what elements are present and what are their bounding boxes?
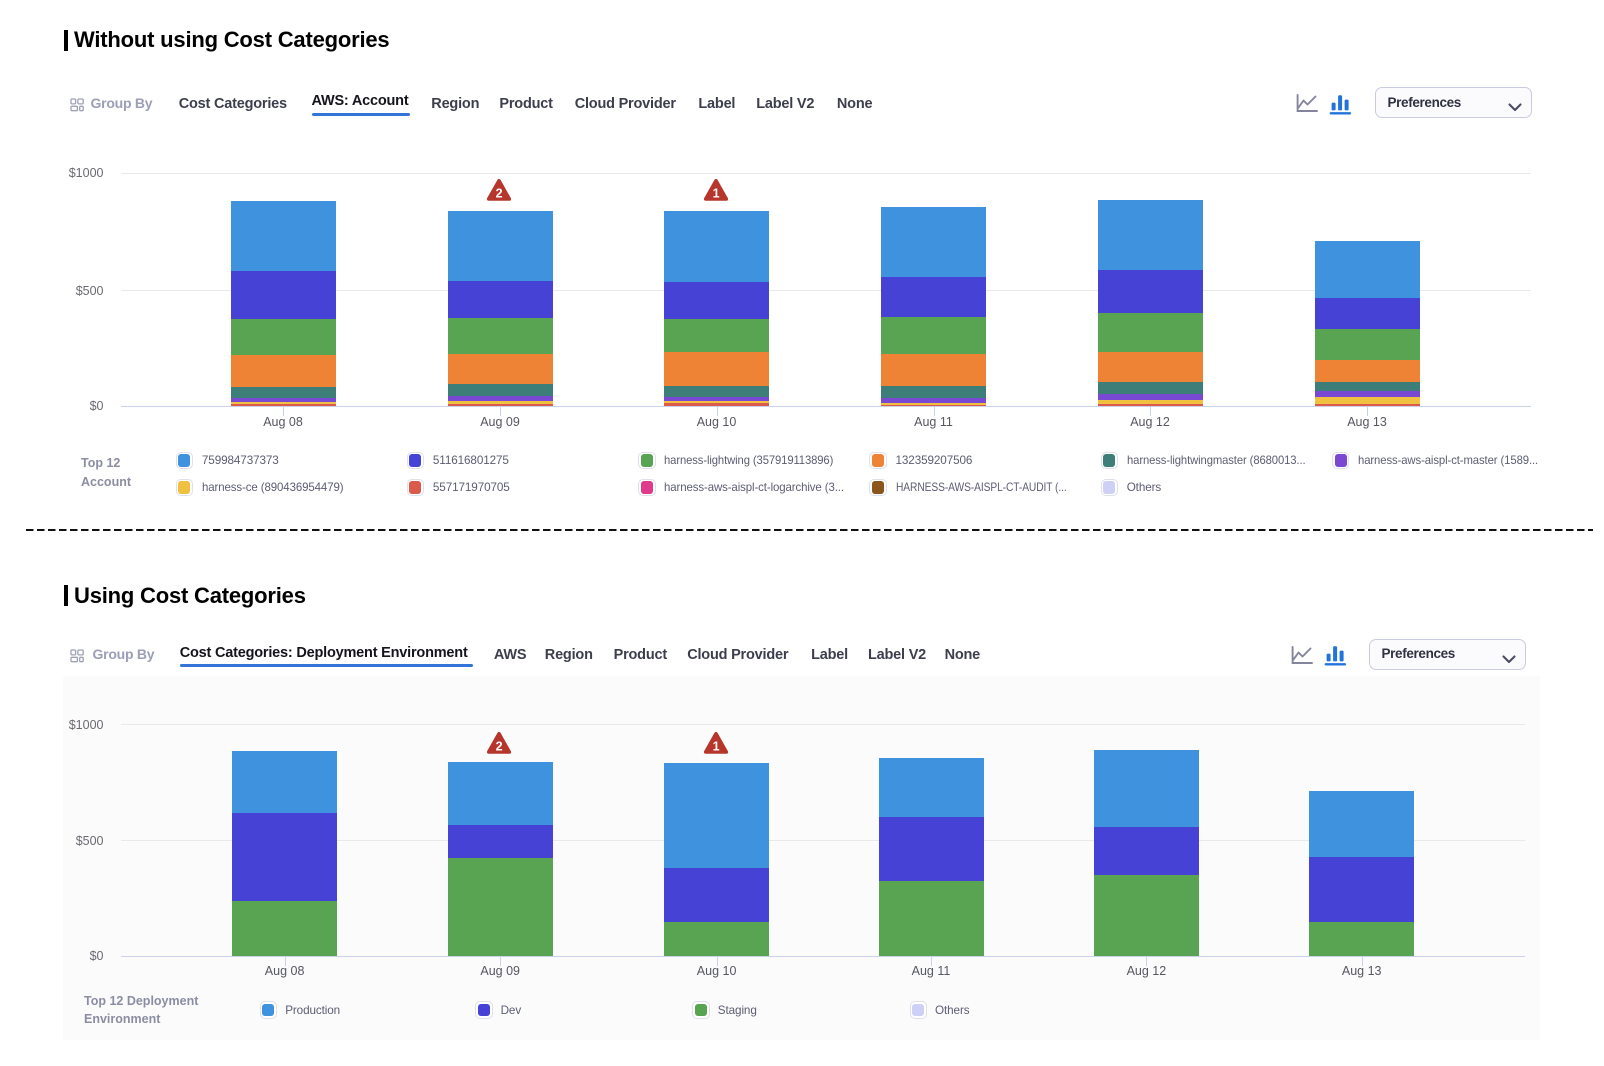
svg-text:2: 2	[496, 740, 503, 754]
svg-text:2: 2	[496, 187, 503, 201]
svg-text:1: 1	[712, 740, 719, 754]
svg-text:1: 1	[713, 187, 720, 201]
